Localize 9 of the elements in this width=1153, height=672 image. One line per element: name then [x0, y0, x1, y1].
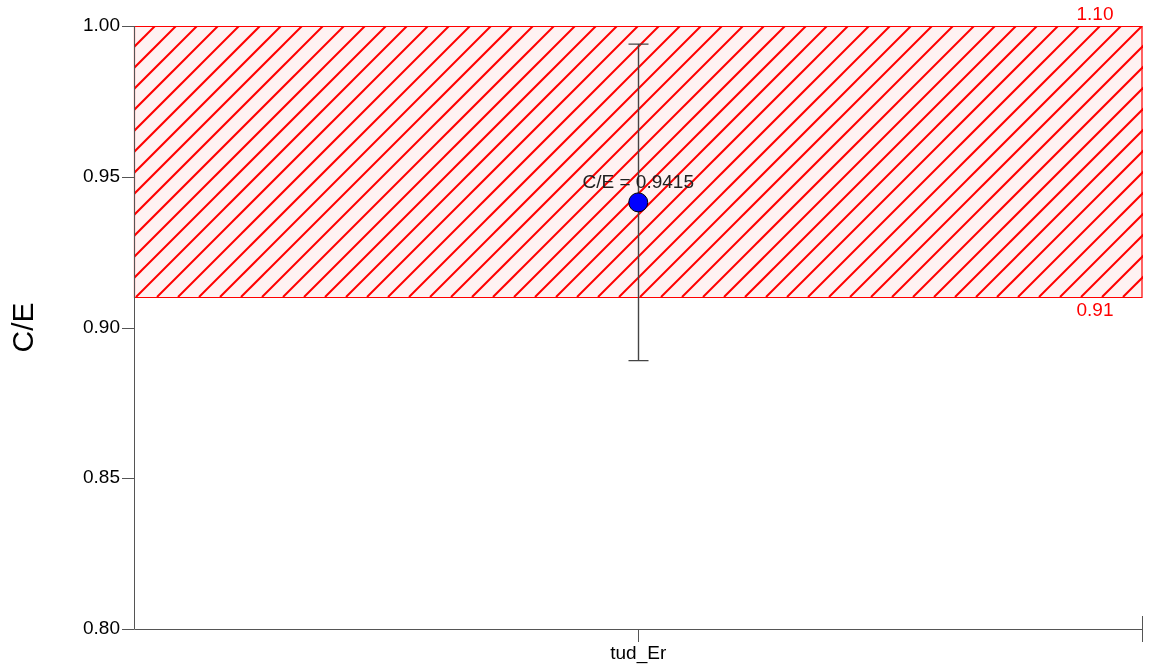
y-tick-label: 0.95 — [83, 164, 120, 186]
y-tick-label: 0.85 — [83, 466, 120, 488]
y-tick-label: 1.00 — [83, 14, 120, 36]
annotation: 1.10 — [1076, 2, 1114, 24]
y-tick-label: 0.80 — [83, 617, 120, 639]
annotation: 0.91 — [1076, 299, 1114, 321]
x-tick-label: tud_Er — [610, 641, 667, 664]
y-axis-title: C/E — [6, 302, 40, 353]
y-tick-label: 0.90 — [83, 315, 120, 337]
